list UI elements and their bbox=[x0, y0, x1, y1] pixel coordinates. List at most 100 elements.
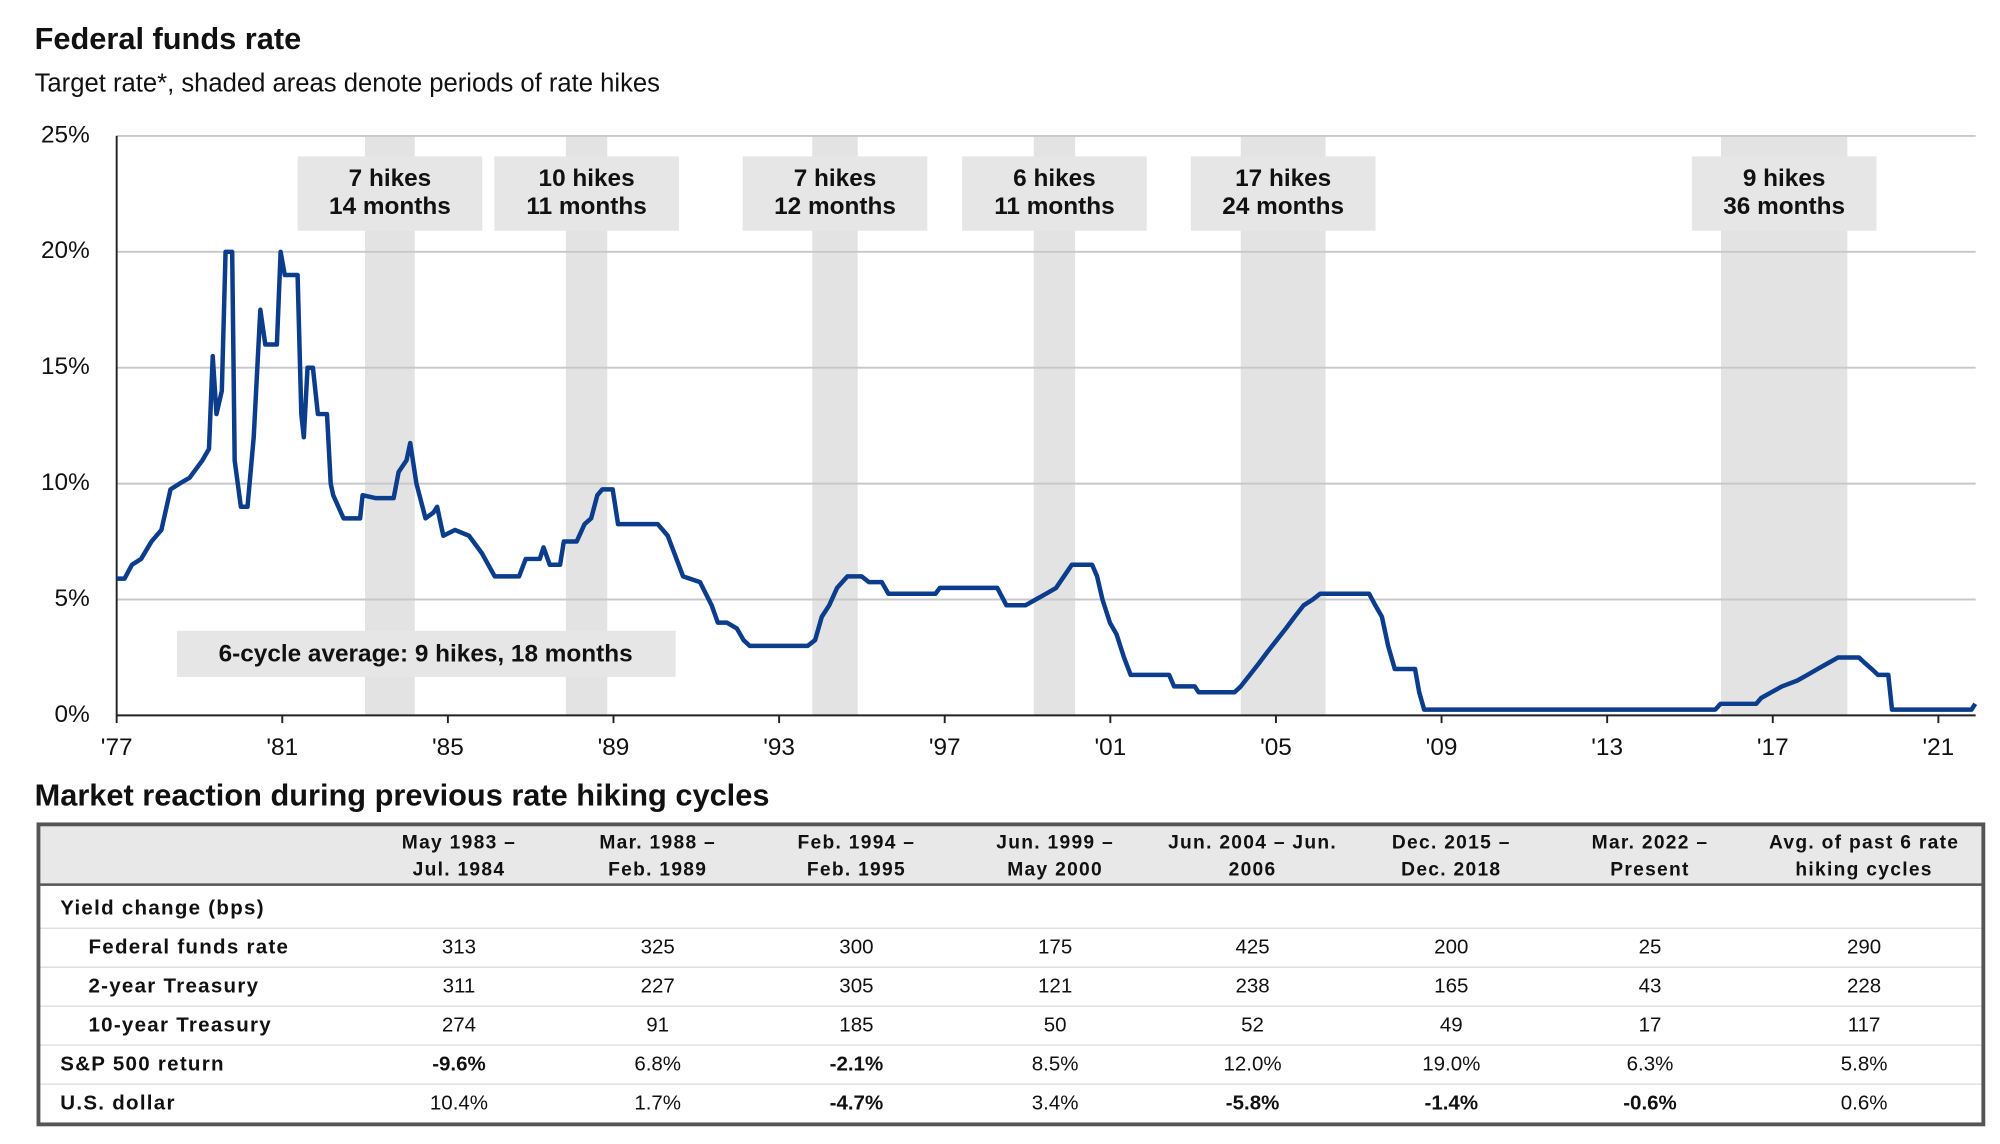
table-cell: 175 bbox=[1038, 935, 1072, 958]
column-header: Dec. 2018 bbox=[1401, 860, 1501, 881]
hike-label: 11 months bbox=[526, 193, 646, 220]
chart-subtitle: Target rate*, shaded areas denote period… bbox=[35, 69, 660, 97]
column-header: Jul. 1984 bbox=[413, 860, 506, 881]
hike-label: 36 months bbox=[1723, 193, 1845, 220]
y-tick-label: 0% bbox=[55, 701, 90, 728]
table-cell: 19.0% bbox=[1422, 1052, 1480, 1075]
y-tick-label: 15% bbox=[41, 353, 90, 380]
table-cell: 300 bbox=[839, 935, 873, 958]
x-tick-label: '13 bbox=[1591, 734, 1623, 761]
row-label: S&P 500 return bbox=[60, 1052, 225, 1075]
table-cell: -0.6% bbox=[1623, 1091, 1677, 1114]
hike-label: 7 hikes bbox=[794, 165, 877, 192]
column-header: Dec. 2015 – bbox=[1392, 833, 1511, 854]
column-header: Feb. 1989 bbox=[608, 860, 707, 881]
x-tick-label: '97 bbox=[929, 734, 961, 761]
table-cell: 0.6% bbox=[1841, 1091, 1888, 1114]
table-cell: 6.3% bbox=[1627, 1052, 1674, 1075]
column-header: Jun. 1999 – bbox=[996, 833, 1114, 854]
annotation: 6-cycle average: 9 hikes, 18 months bbox=[219, 641, 633, 668]
table-cell: -2.1% bbox=[830, 1052, 884, 1075]
y-tick-label: 5% bbox=[55, 585, 90, 612]
row-label: 2-year Treasury bbox=[88, 974, 259, 997]
table-cell: 121 bbox=[1038, 974, 1072, 997]
x-tick-label: '21 bbox=[1923, 734, 1955, 761]
x-tick-label: '81 bbox=[266, 734, 298, 761]
table-cell: 305 bbox=[839, 974, 873, 997]
table-cell: 185 bbox=[839, 1013, 873, 1036]
x-tick-label: '77 bbox=[101, 734, 133, 761]
hike-label: 6 hikes bbox=[1013, 165, 1096, 192]
column-header: Present bbox=[1610, 860, 1689, 881]
table-cell: -9.6% bbox=[432, 1052, 486, 1075]
hike-label-box bbox=[494, 156, 679, 231]
row-label: Federal funds rate bbox=[88, 935, 289, 958]
column-header: 2006 bbox=[1229, 860, 1277, 881]
hike-period bbox=[1721, 135, 1848, 716]
table-cell: 43 bbox=[1639, 974, 1662, 997]
table-cell: 227 bbox=[641, 974, 675, 997]
table-cell: 17 bbox=[1639, 1013, 1662, 1036]
hike-label-box bbox=[742, 156, 928, 231]
hike-label: 11 months bbox=[994, 193, 1114, 220]
x-tick-label: '89 bbox=[598, 734, 630, 761]
hike-label: 9 hikes bbox=[1743, 165, 1826, 192]
hike-label: 7 hikes bbox=[349, 165, 432, 192]
column-header: hiking cycles bbox=[1795, 860, 1932, 881]
chart-title: Federal funds rate bbox=[35, 21, 302, 56]
hike-period bbox=[565, 135, 608, 716]
hike-label: 14 months bbox=[329, 193, 451, 220]
hike-label: 12 months bbox=[774, 193, 896, 220]
table-cell: 12.0% bbox=[1223, 1052, 1281, 1075]
rate-line bbox=[116, 249, 1978, 712]
column-header: Mar. 2022 – bbox=[1592, 833, 1709, 854]
table-cell: 49 bbox=[1440, 1013, 1463, 1036]
hike-period bbox=[365, 135, 415, 716]
table-cell: 117 bbox=[1848, 1013, 1881, 1036]
table-title: Market reaction during previous rate hik… bbox=[35, 778, 770, 813]
table-cell: 10.4% bbox=[430, 1091, 488, 1114]
row-label: 10-year Treasury bbox=[88, 1013, 271, 1036]
table-cell: 238 bbox=[1235, 974, 1269, 997]
table-cell: 274 bbox=[442, 1013, 476, 1036]
column-header: Feb. 1994 – bbox=[798, 833, 916, 854]
table-cell: 425 bbox=[1235, 935, 1269, 958]
table-cell: 290 bbox=[1847, 935, 1881, 958]
table-cell: 5.8% bbox=[1841, 1052, 1888, 1075]
hike-label: 10 hikes bbox=[539, 165, 635, 192]
hike-label-box bbox=[962, 156, 1147, 231]
table-cell: -5.8% bbox=[1226, 1091, 1280, 1114]
table-cell: 25 bbox=[1639, 935, 1662, 958]
column-header: Feb. 1995 bbox=[807, 860, 906, 881]
x-tick-label: '09 bbox=[1426, 734, 1458, 761]
table-cell: 8.5% bbox=[1032, 1052, 1079, 1075]
x-tick-label: '17 bbox=[1757, 734, 1789, 761]
table-cell: 165 bbox=[1434, 974, 1468, 997]
y-tick-label: 20% bbox=[41, 237, 90, 264]
table-cell: 50 bbox=[1044, 1013, 1067, 1036]
y-tick-label: 10% bbox=[41, 469, 90, 496]
column-header: Jun. 2004 – Jun. bbox=[1168, 833, 1337, 854]
table-border bbox=[36, 822, 1986, 1127]
hike-label-box bbox=[297, 156, 483, 231]
hike-label-box bbox=[1691, 156, 1877, 231]
column-header: May 2000 bbox=[1007, 860, 1103, 881]
x-tick-label: '85 bbox=[432, 734, 464, 761]
table-cell: 6.8% bbox=[634, 1052, 681, 1075]
table-cell: 52 bbox=[1241, 1013, 1264, 1036]
hike-label: 24 months bbox=[1222, 193, 1344, 220]
table-cell: 91 bbox=[646, 1013, 669, 1036]
x-tick-label: '05 bbox=[1260, 734, 1292, 761]
table-header-bg bbox=[38, 824, 1984, 885]
hike-label-box bbox=[1190, 156, 1376, 231]
table-cell: -4.7% bbox=[830, 1091, 884, 1114]
hike-period bbox=[1240, 135, 1326, 716]
hike-period bbox=[1033, 135, 1076, 716]
table-cell: 325 bbox=[641, 935, 675, 958]
table-cell: 311 bbox=[443, 974, 476, 997]
row-label: Yield change (bps) bbox=[60, 896, 265, 919]
table-cell: 313 bbox=[442, 935, 476, 958]
row-label: U.S. dollar bbox=[60, 1091, 175, 1114]
